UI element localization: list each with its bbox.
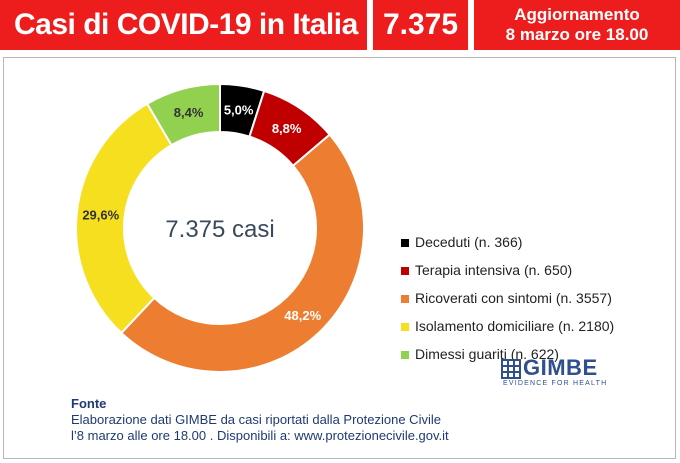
gimbe-logo-text: GIMBE bbox=[523, 355, 598, 380]
source-line-1: Elaborazione dati GIMBE da casi riportat… bbox=[71, 412, 441, 427]
legend-swatch-2 bbox=[401, 295, 409, 303]
gimbe-logo-icon bbox=[501, 359, 521, 379]
donut-chart: 5,0% 8,8% 48,2% 29,6% 8,4% 7.375 casi bbox=[75, 82, 365, 373]
update-label: Aggiornamento bbox=[514, 5, 640, 24]
chart-panel: 5,0% 8,8% 48,2% 29,6% 8,4% 7.375 casi Decedut… bbox=[3, 57, 676, 459]
donut-slice-label-0: 5,0% bbox=[224, 102, 254, 117]
legend-label-0: Deceduti (n. 366) bbox=[415, 234, 523, 250]
donut-slice-label-1: 8,8% bbox=[272, 121, 302, 136]
donut-slice-label-2: 48,2% bbox=[284, 308, 321, 323]
donut-center-label: 7.375 casi bbox=[165, 216, 274, 243]
legend-swatch-0 bbox=[401, 239, 409, 247]
source-note: Fonte Elaborazione dati GIMBE da casi ri… bbox=[71, 396, 449, 444]
source-line-2: l’8 marzo alle ore 18.00 . Disponibili a… bbox=[71, 428, 449, 443]
donut-slice-3 bbox=[75, 102, 173, 335]
page-title: Casi di COVID-19 in Italia bbox=[14, 8, 358, 41]
source-title: Fonte bbox=[71, 396, 107, 411]
legend-label-4: Dimessi guariti (n. 622) bbox=[415, 346, 559, 362]
header-total-box: 7.375 bbox=[373, 0, 468, 50]
header-title-bar: Casi di COVID-19 in Italia bbox=[0, 0, 367, 50]
legend-swatch-1 bbox=[401, 267, 409, 275]
legend-label-3: Isolamento domiciliare (n. 2180) bbox=[415, 318, 615, 334]
gimbe-logo-tagline: EVIDENCE FOR HEALTH bbox=[503, 380, 608, 387]
legend-swatch-4 bbox=[401, 351, 409, 359]
donut-slice-label-3: 29,6% bbox=[82, 208, 119, 223]
donut-slice-2 bbox=[119, 133, 365, 373]
header-update-box: Aggiornamento 8 marzo ore 18.00 bbox=[474, 0, 680, 50]
total-cases: 7.375 bbox=[382, 8, 459, 41]
update-date: 8 marzo ore 18.00 bbox=[505, 25, 649, 44]
donut-slice-4 bbox=[145, 82, 221, 147]
donut-slice-label-4: 8,4% bbox=[174, 105, 204, 120]
legend-label-1: Terapia intensiva (n. 650) bbox=[415, 262, 573, 278]
legend-swatch-3 bbox=[401, 323, 409, 331]
legend-label-2: Ricoverati con sintomi (n. 3557) bbox=[415, 290, 612, 306]
